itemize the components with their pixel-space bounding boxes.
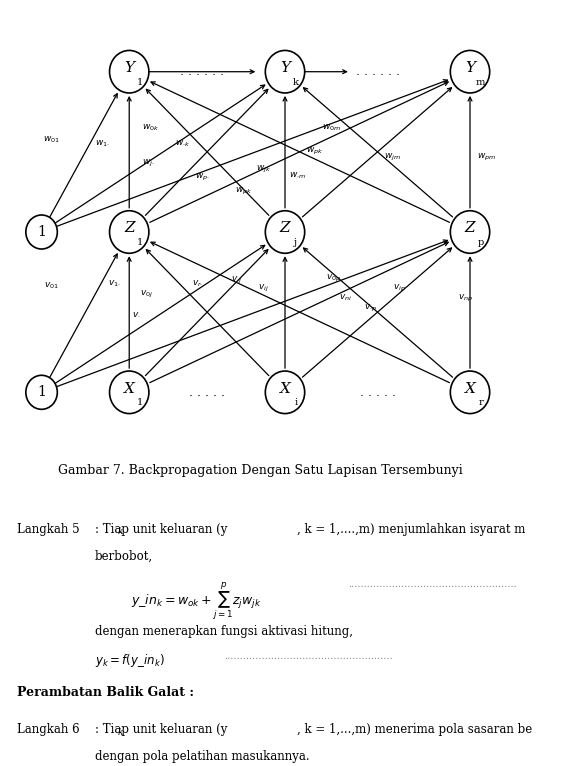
Text: 1: 1 [137, 78, 143, 87]
Text: $v_{np}$: $v_{np}$ [458, 293, 473, 303]
Text: berbobot,: berbobot, [95, 549, 153, 562]
Text: k: k [118, 728, 124, 737]
Text: $v_{·p}$: $v_{·p}$ [363, 303, 376, 314]
Text: 1: 1 [37, 385, 46, 399]
Text: Langkah 6: Langkah 6 [17, 723, 79, 736]
Text: $w_{jm}$: $w_{jm}$ [384, 152, 400, 163]
Ellipse shape [265, 51, 304, 93]
Text: r: r [479, 398, 483, 408]
Text: $v_{01}$: $v_{01}$ [44, 281, 59, 291]
Text: i: i [294, 398, 298, 408]
Text: ......................................................: ........................................… [348, 580, 517, 589]
Text: $v_{ij}$: $v_{ij}$ [257, 283, 269, 293]
Text: Perambatan Balik Galat :: Perambatan Balik Galat : [17, 686, 194, 699]
Text: $w_{j·}$: $w_{j·}$ [142, 159, 155, 169]
Text: $w_{pk}$: $w_{pk}$ [235, 186, 252, 198]
Text: Z: Z [124, 221, 134, 235]
Text: : Tiap unit keluaran (y: : Tiap unit keluaran (y [95, 723, 227, 736]
Text: $w_{·m}$: $w_{·m}$ [289, 171, 306, 181]
Text: dengan menerapkan fungsi aktivasi hitung,: dengan menerapkan fungsi aktivasi hitung… [95, 625, 353, 638]
Text: $v_{1·}$: $v_{1·}$ [108, 279, 121, 290]
Text: Y: Y [124, 61, 134, 75]
Ellipse shape [450, 211, 490, 254]
Text: . . . . .: . . . . . [189, 386, 225, 399]
Ellipse shape [109, 371, 149, 414]
Text: $y_k = f(y\_in_k)$: $y_k = f(y\_in_k)$ [95, 652, 164, 669]
Text: $w_{pk}$: $w_{pk}$ [306, 146, 323, 157]
Ellipse shape [109, 211, 149, 254]
Text: dengan pola pelatihan masukannya.: dengan pola pelatihan masukannya. [95, 750, 309, 763]
Text: $w_{·k}$: $w_{·k}$ [175, 139, 191, 149]
Text: Z: Z [280, 221, 290, 235]
Text: j: j [294, 238, 298, 247]
Text: X: X [280, 381, 290, 395]
Ellipse shape [450, 371, 490, 414]
Text: $v_{·}$: $v_{·}$ [132, 309, 141, 319]
Text: m: m [476, 78, 485, 87]
Text: Y: Y [280, 61, 290, 75]
Text: $w_{jk}$: $w_{jk}$ [256, 165, 270, 175]
Text: $v_{ni}$: $v_{ni}$ [339, 293, 352, 303]
Text: , k = 1,...,m) menerima pola sasaran be: , k = 1,...,m) menerima pola sasaran be [297, 723, 532, 736]
Text: k: k [118, 527, 124, 536]
Ellipse shape [26, 375, 57, 409]
Text: $v_{r·}$: $v_{r·}$ [192, 279, 203, 290]
Text: $w_{01}$: $w_{01}$ [43, 135, 60, 145]
Text: X: X [464, 381, 476, 395]
Text: . . . . . .: . . . . . . [180, 65, 224, 78]
Text: Langkah 5: Langkah 5 [17, 523, 79, 536]
Text: : Tiap unit keluaran (y: : Tiap unit keluaran (y [95, 523, 227, 536]
Text: $w_{pm}$: $w_{pm}$ [477, 152, 497, 163]
Text: X: X [124, 381, 134, 395]
Text: p: p [478, 238, 484, 247]
Text: Y: Y [465, 61, 475, 75]
Text: ......................................................: ........................................… [224, 652, 393, 660]
Text: $w_{1·}$: $w_{1·}$ [95, 139, 110, 149]
Text: Z: Z [465, 221, 475, 235]
Text: $v_{0j}$: $v_{0j}$ [139, 289, 153, 300]
Text: 1: 1 [137, 398, 143, 408]
Text: 1: 1 [137, 238, 143, 247]
Text: $v_{ip}$: $v_{ip}$ [393, 283, 406, 293]
Ellipse shape [265, 371, 304, 414]
Ellipse shape [26, 215, 57, 249]
Ellipse shape [109, 51, 149, 93]
Text: $w_{p·}$: $w_{p·}$ [195, 172, 210, 183]
Text: $w_{0k}$: $w_{0k}$ [142, 123, 160, 133]
Ellipse shape [450, 51, 490, 93]
Text: Gambar 7. Backpropagation Dengan Satu Lapisan Tersembunyi: Gambar 7. Backpropagation Dengan Satu La… [58, 463, 463, 476]
Text: 1: 1 [37, 225, 46, 239]
Text: $w_{0m}$: $w_{0m}$ [321, 123, 341, 133]
Text: . . . . .: . . . . . [359, 386, 396, 399]
Text: , k = 1,....,m) menjumlahkan isyarat m: , k = 1,....,m) menjumlahkan isyarat m [297, 523, 525, 536]
Ellipse shape [265, 211, 304, 254]
Text: k: k [293, 78, 299, 87]
Text: $v_{·j}$: $v_{·j}$ [231, 274, 242, 286]
Text: $v_{0p}$: $v_{0p}$ [326, 273, 341, 283]
Text: $y\_in_k = w_{ok} + \sum_{j=1}^{p} z_j w_{jk}$: $y\_in_k = w_{ok} + \sum_{j=1}^{p} z_j w… [131, 580, 261, 621]
Text: . . . . . .: . . . . . . [356, 65, 400, 78]
